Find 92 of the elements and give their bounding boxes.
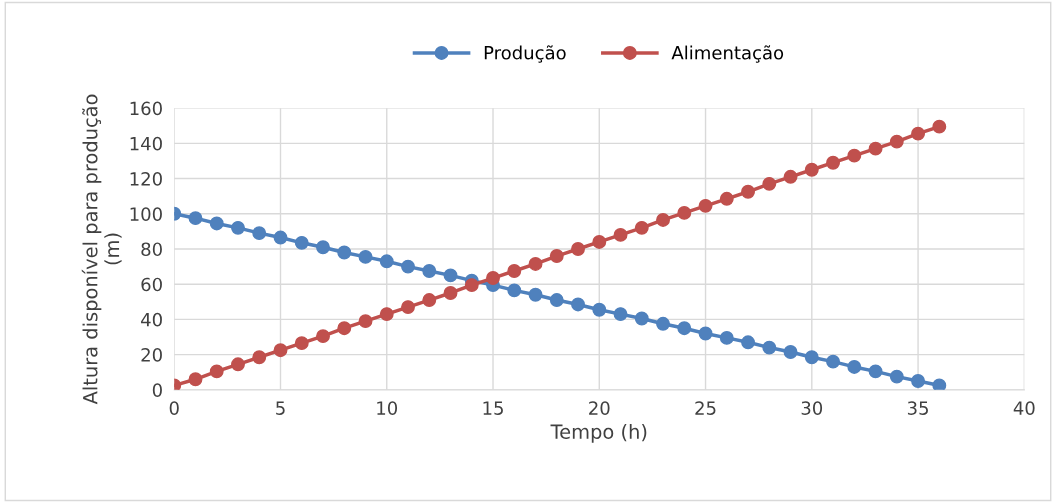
point [677,205,692,220]
point [656,212,670,227]
point [209,216,224,231]
point [868,364,883,379]
point [804,162,819,177]
point [379,254,394,269]
point [231,357,245,372]
point [656,316,670,331]
point [252,226,267,241]
x-tick-label: 10 [377,401,398,415]
point [613,307,628,322]
point [528,287,543,302]
x-tick-label: 15 [483,401,503,415]
y-axis-title: Altura disponível para produção (m) [81,94,122,405]
point [634,220,649,235]
point [783,345,798,359]
point [358,314,373,329]
point [719,330,734,345]
point [804,350,819,365]
point [911,126,926,141]
point [889,369,904,384]
y-tick-label: 120 [130,172,162,186]
point [549,293,564,307]
y-tick-label: 40 [141,312,162,327]
point [422,293,437,307]
point [932,378,947,390]
point [528,257,543,271]
point [273,343,288,358]
point [443,286,458,300]
point [762,176,777,191]
point [592,234,607,249]
legend-label: Alimentação [671,45,784,63]
point [464,278,479,293]
point [294,235,309,250]
point [783,169,798,184]
point [507,283,522,298]
y-tick-label: 0 [152,383,162,397]
point [549,249,564,263]
point [486,271,500,285]
y-tick-label: 60 [141,277,162,292]
x-tick-label: 0 [169,401,179,415]
x-tick-label: 20 [589,401,610,415]
point [507,264,522,278]
point [762,340,777,355]
point [634,311,649,326]
point [358,249,373,264]
legend-label: Produção [484,45,566,63]
point [231,220,245,235]
point [294,336,309,351]
point [613,227,628,242]
x-tick-label: 25 [695,401,716,415]
point [889,134,904,149]
point [188,211,203,226]
point [571,242,585,256]
point [741,335,755,350]
point [826,155,840,170]
x-tick-label: 40 [1013,401,1035,415]
point [741,184,755,199]
point [337,245,352,260]
point [188,372,203,387]
x-tick-label: 30 [801,401,823,415]
point [316,240,330,255]
point [571,297,585,312]
point [422,264,437,278]
point [316,329,330,344]
x-tick-label: 35 [907,401,928,415]
point [592,302,607,317]
point [932,119,947,134]
point [252,350,267,365]
point [209,364,224,379]
point [698,326,713,341]
x-axis-title: Tempo (h) [550,423,647,443]
y-tick-label: 80 [141,242,162,257]
point [911,374,926,388]
y-tick-label: 160 [130,101,162,116]
point [868,141,883,156]
point [826,354,840,369]
y-tick-label: 140 [130,136,162,151]
point [698,198,713,213]
point [401,259,415,274]
point [379,307,394,322]
point [401,300,415,315]
y-tick-label: 20 [141,348,162,362]
point [273,230,288,245]
y-tick-label: 100 [130,207,162,221]
point [337,321,352,336]
point [847,359,862,374]
x-tick-label: 5 [276,401,285,415]
point [719,191,734,206]
point [443,268,458,283]
point [677,321,692,336]
point [847,148,862,163]
